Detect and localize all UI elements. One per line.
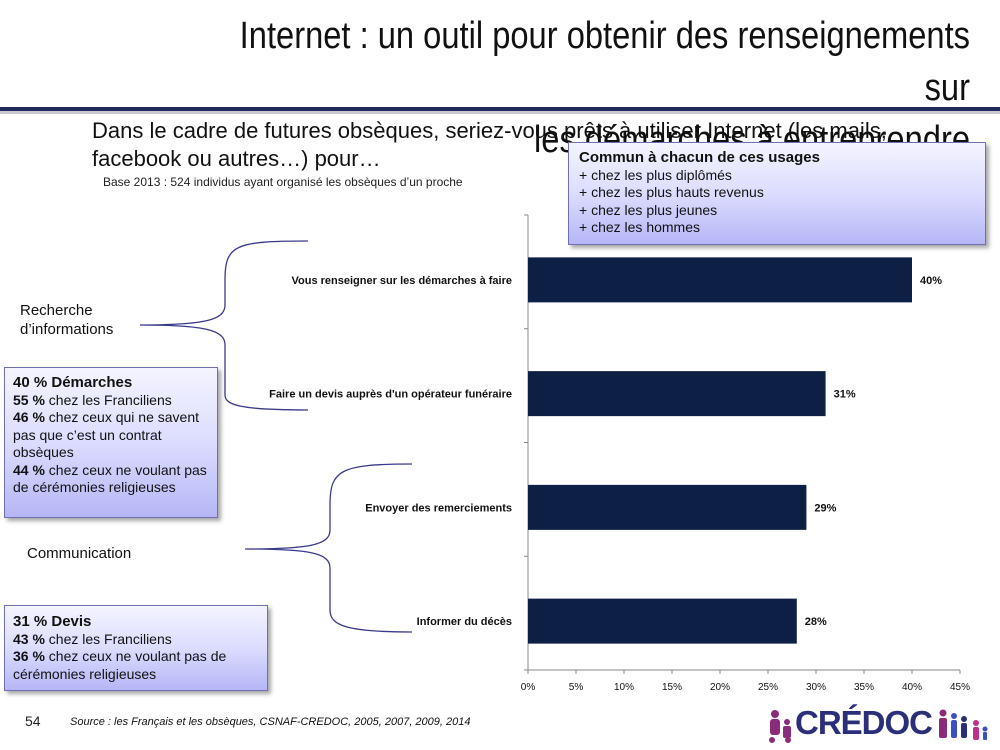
x-tick-label: 40% — [902, 682, 922, 693]
bar — [528, 484, 807, 530]
common-box-line-1: + chez les plus diplômés — [579, 166, 732, 183]
demarches-detail-box: 40 % Démarches 55 % chez les Franciliens… — [4, 367, 218, 518]
survey-question: Dans le cadre de futures obsèques, serie… — [92, 118, 887, 171]
demarches-stat-3: 44 % — [13, 461, 45, 478]
chart-bars — [528, 257, 912, 644]
x-tick-label: 5% — [569, 682, 584, 693]
demarches-box-line-2: 46 % chez ceux qui ne savent pas que c’e… — [13, 409, 209, 462]
demarches-stat-1: 55 % — [13, 391, 45, 408]
common-traits-box: Commun à chacun de ces usages + chez les… — [568, 142, 986, 245]
devis-stat-2: 36 % — [13, 648, 45, 664]
bar — [528, 371, 826, 417]
title-divider-shadow — [0, 111, 1000, 114]
page-number: 54 — [25, 713, 41, 729]
bar-value-label: 31% — [834, 389, 856, 401]
devis-box-line-2: 36 % chez ceux ne voulant pas de cérémon… — [13, 648, 259, 683]
group-label-recherche: Recherche d’informations — [20, 302, 114, 338]
x-tick-label: 15% — [662, 682, 682, 693]
bar-value-label: 29% — [814, 502, 836, 514]
logo-figures-icon — [769, 709, 988, 743]
demarches-box-line-1: 55 % chez les Franciliens — [13, 392, 209, 410]
demarches-text-1: chez les Franciliens — [44, 391, 172, 408]
common-box-title: Commun à chacun de ces usages — [579, 149, 820, 166]
devis-box-title: 31 % Devis — [13, 613, 92, 630]
devis-box-line-1: 43 % chez les Franciliens — [13, 631, 259, 649]
chart-labels: 40% Vous renseigner sur les démarches à f… — [269, 275, 942, 628]
x-tick-label: 35% — [854, 682, 874, 693]
logo-text: CRÉDOC — [795, 704, 933, 741]
bar-value-label: 28% — [805, 616, 827, 628]
sample-base-note: Base 2013 : 524 individus ayant organisé… — [103, 175, 463, 189]
title-line-1: Internet : un outil pour obtenir des ren… — [239, 15, 971, 109]
brace-communication — [244, 463, 413, 633]
bar — [528, 598, 797, 644]
bar — [528, 257, 912, 303]
demarches-stat-2: 46 % — [13, 409, 45, 425]
bar-value-label: 40% — [920, 275, 942, 287]
category-label: Envoyer des remerciements — [365, 502, 512, 514]
x-tick-label: 25% — [758, 682, 778, 693]
x-tick-label: 20% — [710, 682, 730, 693]
group-braces — [139, 240, 413, 633]
x-tick-label: 0% — [521, 682, 536, 693]
devis-text-1: chez les Franciliens — [44, 630, 172, 647]
demarches-text-2: chez ceux qui ne savent pas que c’est un… — [13, 409, 200, 460]
category-label: Faire un devis auprès d'un opérateur fun… — [269, 389, 512, 401]
demarches-box-line-3: 44 % chez ceux ne voulant pas de cérémon… — [13, 462, 209, 497]
title-divider — [0, 107, 1000, 111]
devis-text-2: chez ceux ne voulant pas de cérémonies r… — [13, 648, 227, 682]
demarches-text-3: chez ceux ne voulant pas de cérémonies r… — [13, 461, 207, 496]
demarches-box-title: 40 % Démarches — [13, 374, 133, 391]
category-label: Vous renseigner sur les démarches à fair… — [291, 275, 512, 287]
devis-detail-box: 31 % Devis 43 % chez les Franciliens 36 … — [4, 605, 268, 691]
x-tick-label: 10% — [614, 682, 634, 693]
common-box-line-3: + chez les plus jeunes — [579, 201, 718, 218]
category-label: Informer du décès — [417, 616, 512, 628]
brace-recherche — [139, 240, 309, 411]
common-box-line-2: + chez les plus hauts revenus — [579, 184, 764, 200]
credoc-logo: CRÉDOC — [765, 703, 990, 747]
x-tick-label: 45% — [950, 682, 970, 693]
chart-axes: 0% 5% 10% 15% 20% 25% 30% 35% 40% 45% — [521, 214, 970, 693]
common-box-line-4: + chez les hommes — [579, 219, 700, 235]
group-label-communication: Communication — [27, 545, 132, 562]
source-note: Source : les Français et les obsèques, C… — [70, 716, 471, 728]
x-tick-label: 30% — [806, 682, 826, 693]
devis-stat-1: 43 % — [13, 630, 45, 647]
